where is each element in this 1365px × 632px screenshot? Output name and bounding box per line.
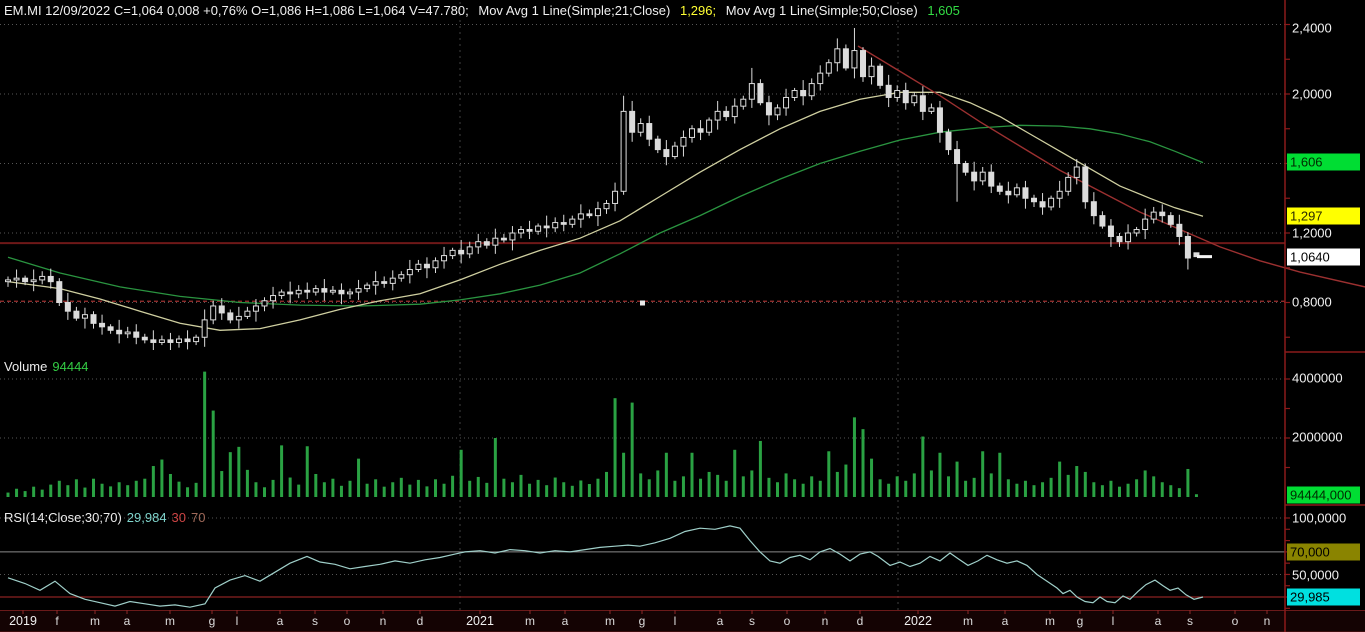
time-axis-month-label: d xyxy=(416,614,424,628)
time-axis-month-label: g xyxy=(638,614,646,628)
time-axis-year-label: 2019 xyxy=(9,614,37,628)
time-axis-month-label: g xyxy=(1076,614,1084,628)
time-axis-month-label: m xyxy=(525,614,535,628)
volume-value: 94444 xyxy=(52,359,89,374)
time-axis-month-label: a xyxy=(1001,614,1009,628)
axis-tick-label: 2,0000 xyxy=(1292,86,1332,102)
time-axis-month-label: a xyxy=(716,614,724,628)
time-axis-year-label: 2022 xyxy=(904,614,932,628)
time-axis-month-label: s xyxy=(312,614,318,628)
time-axis-year-label: 2021 xyxy=(466,614,494,628)
time-axis-month-label: f xyxy=(55,614,59,628)
time-axis-month-label: l xyxy=(235,614,239,628)
price-marker-badge: 1,606 xyxy=(1287,153,1360,171)
time-axis-month-label: l xyxy=(673,614,677,628)
time-axis-month-label: n xyxy=(1263,614,1271,628)
rsi-oversold-level: 30 xyxy=(171,510,187,525)
info-bar: EM.MI 12/09/2022 C=1,064 0,008 +0,76% O=… xyxy=(4,3,966,19)
time-axis-month-label: g xyxy=(208,614,216,628)
axis-tick-label: 4000000 xyxy=(1292,370,1343,386)
ma50-label: Mov Avg 1 Line(Simple;50;Close) xyxy=(725,3,918,18)
rsi-label: RSI(14;Close;30;70) xyxy=(4,510,122,525)
time-axis-month-label: m xyxy=(963,614,973,628)
volume-pane-label: Volume 94444 xyxy=(4,359,94,374)
axis-tick-label: 100,0000 xyxy=(1292,510,1347,526)
time-axis-month-label: n xyxy=(821,614,829,628)
time-axis-month-label: n xyxy=(379,614,387,628)
time-axis-month-label: a xyxy=(276,614,284,628)
time-axis-month-label: o xyxy=(1231,614,1239,628)
time-axis-month-label: m xyxy=(90,614,100,628)
time-axis-month-label: s xyxy=(1187,614,1193,628)
price-marker-badge: 1,0640 xyxy=(1287,248,1360,266)
time-axis-month-label: m xyxy=(605,614,615,628)
volume-label: Volume xyxy=(4,359,48,374)
time-axis-month-label: m xyxy=(165,614,175,628)
axis-tick-label: 0,8000 xyxy=(1292,294,1332,310)
axis-tick-label: 50,0000 xyxy=(1292,567,1339,583)
rsi-pane-label: RSI(14;Close;30;70) 29,984 30 70 xyxy=(4,510,210,525)
ma50-value: 1,605 xyxy=(927,3,960,18)
price-marker-badge: 70,000 xyxy=(1287,543,1360,561)
time-axis-month-label: l xyxy=(1111,614,1115,628)
price-marker-badge: 29,985 xyxy=(1287,588,1360,606)
price-marker-badge: 1,297 xyxy=(1287,207,1360,225)
rsi-overbought-level: 70 xyxy=(191,510,206,525)
time-axis-month-label: m xyxy=(1045,614,1055,628)
price-marker-badge: 94444,000 xyxy=(1287,486,1360,504)
time-axis-month-label: d xyxy=(856,614,864,628)
rsi-value: 29,984 xyxy=(126,510,167,525)
time-axis-month-label: o xyxy=(343,614,351,628)
time-axis-month-label: a xyxy=(1154,614,1162,628)
axis-tick-label: 1,2000 xyxy=(1292,225,1332,241)
time-axis-month-label: s xyxy=(749,614,755,628)
symbol-quote-text: EM.MI 12/09/2022 C=1,064 0,008 +0,76% O=… xyxy=(4,3,469,18)
time-axis-month-label: o xyxy=(783,614,791,628)
axis-tick-label: 2,4000 xyxy=(1292,20,1332,36)
ma21-label: Mov Avg 1 Line(Simple;21;Close) xyxy=(478,3,671,18)
axis-tick-label: 2000000 xyxy=(1292,429,1343,445)
ma21-value: 1,296; xyxy=(679,3,717,18)
time-axis-month-label: a xyxy=(561,614,569,628)
time-axis-month-label: a xyxy=(123,614,131,628)
